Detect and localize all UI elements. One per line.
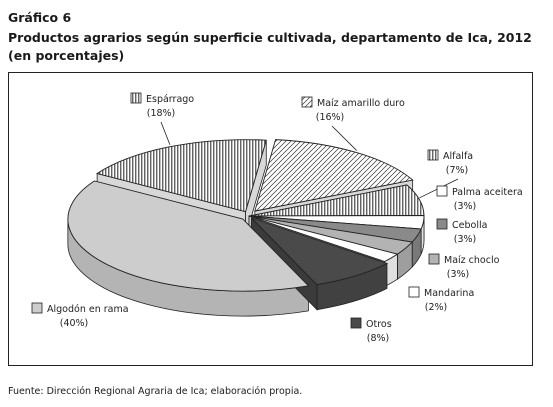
slice-otros: [251, 217, 389, 286]
chart-frame: Espárrago (18%) Maíz amarillo duro (16%) Alf…: [8, 72, 533, 366]
legend-swatch-maiz-amarillo-duro: [301, 96, 313, 108]
legend-swatch-alfalfa: [427, 149, 439, 161]
label-mandarina: Mandarina: [424, 288, 474, 299]
slice-algodon-en-rama: [67, 180, 310, 292]
slice-maiz-amarillo-duro: [254, 139, 414, 212]
label-alfalfa: Alfalfa: [443, 151, 473, 162]
label-maiz-choclo: Maíz choclo: [444, 255, 500, 266]
source-note: Fuente: Dirección Regional Agraria de Ic…: [8, 386, 303, 397]
legend-swatch-otros: [350, 317, 362, 329]
leader-line-esparrago: [160, 121, 171, 145]
value-esparrago: (18%): [147, 108, 176, 119]
label-esparrago: Espárrago: [146, 94, 194, 105]
legend-swatch-palma-aceitera: [436, 185, 448, 197]
label-cebolla: Cebolla: [452, 220, 487, 231]
leader-line-maiz-amarillo-duro: [331, 125, 357, 151]
value-maiz-choclo: (3%): [447, 269, 469, 280]
slice-esparrago: [96, 139, 267, 213]
legend-swatch-cebolla: [436, 218, 448, 230]
legend-swatch-maiz-choclo: [428, 253, 440, 265]
value-maiz-amarillo-duro: (16%): [316, 112, 345, 123]
label-palma-aceitera: Palma aceitera: [452, 187, 523, 198]
slice-mandarina: [248, 215, 399, 262]
value-alfalfa: (7%): [446, 165, 468, 176]
chart-subtitle: (en porcentajes): [8, 48, 125, 63]
chart-title: Productos agrarios según superficie cult…: [8, 30, 532, 45]
legend-swatch-algodon-en-rama: [31, 302, 43, 314]
label-otros: Otros: [366, 319, 392, 330]
label-maiz-amarillo-duro: Maíz amarillo duro: [317, 98, 405, 109]
legend-swatch-esparrago: [130, 92, 142, 104]
value-algodon-en-rama: (40%): [60, 318, 89, 329]
value-otros: (8%): [367, 333, 389, 344]
value-cebolla: (3%): [454, 234, 476, 245]
chart-number: Gráfico 6: [8, 10, 72, 25]
legend-swatch-mandarina: [408, 286, 420, 298]
value-palma-aceitera: (3%): [454, 201, 476, 212]
value-mandarina: (2%): [425, 302, 447, 313]
pie-chart: Espárrago (18%) Maíz amarillo duro (16%) Alf…: [31, 92, 523, 344]
label-algodon-en-rama: Algodón en rama: [47, 304, 129, 315]
